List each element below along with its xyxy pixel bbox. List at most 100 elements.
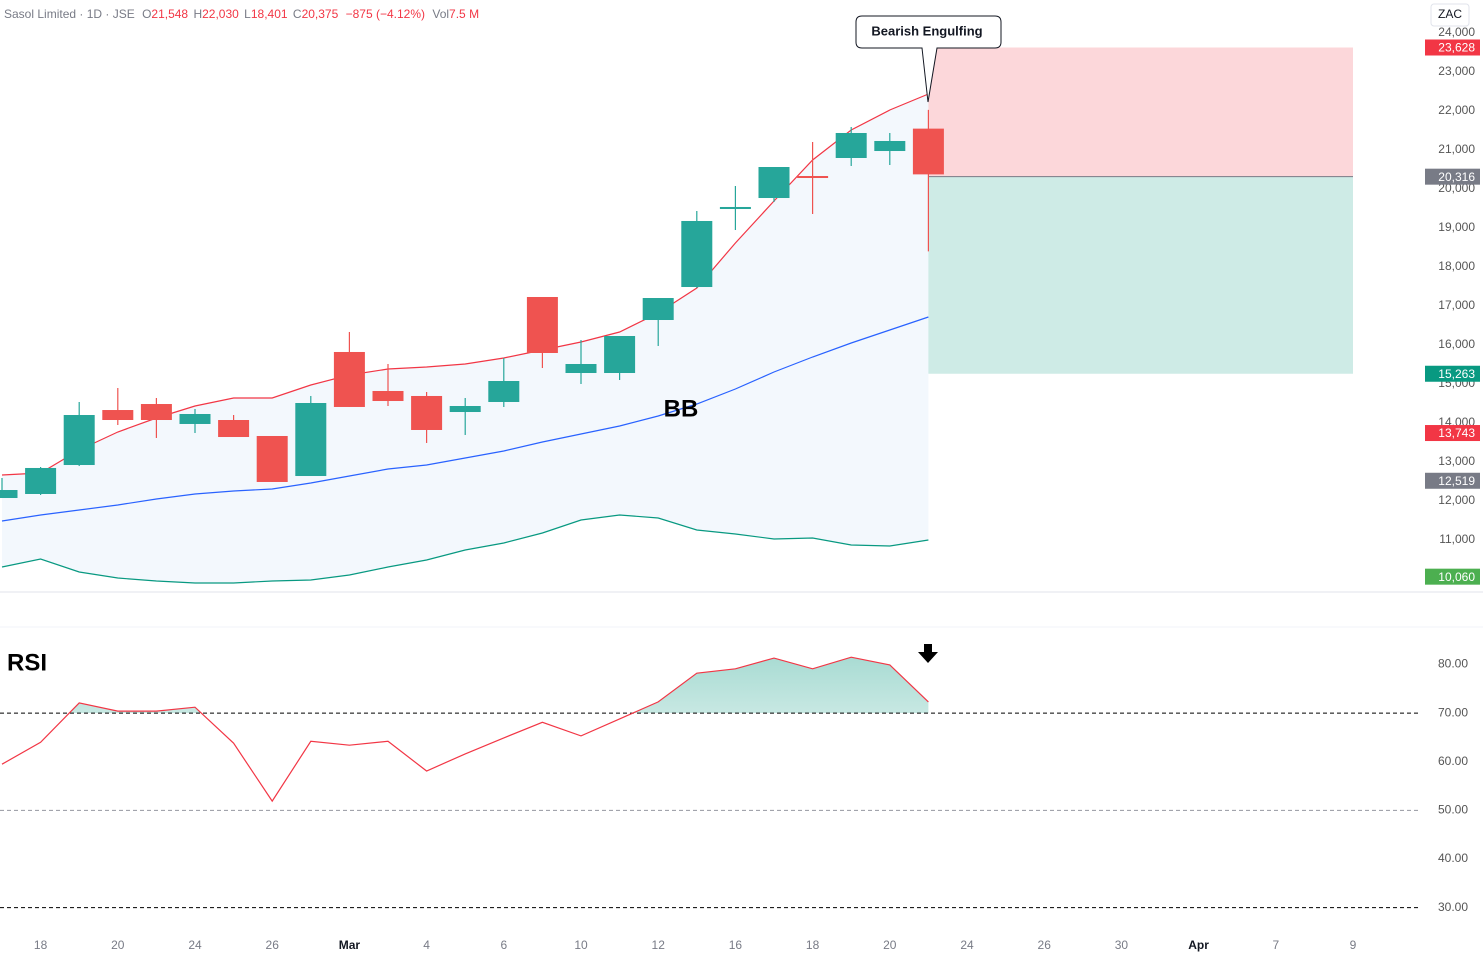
price-label: 15,263: [1438, 367, 1475, 381]
rsi-line: [1, 656, 929, 803]
candle-body: [63, 415, 95, 466]
candle-body: [758, 167, 790, 199]
y-tick-label: 70.00: [1438, 705, 1468, 719]
y-tick-label: 60.00: [1438, 754, 1468, 768]
stop-zone: [928, 47, 1353, 177]
x-tick-label: 26: [266, 938, 280, 952]
candle-body: [681, 220, 713, 288]
y-tick-label: 40.00: [1438, 851, 1468, 865]
price-label-box: [1425, 365, 1480, 382]
price-label-box: [1425, 568, 1480, 585]
candle-body: [835, 132, 867, 158]
price-label: 23,628: [1438, 41, 1475, 55]
candle-body: [874, 140, 906, 152]
candle-body: [372, 390, 404, 402]
y-tick-label: 13,000: [1438, 454, 1475, 468]
ohlc-value: 18,401: [251, 7, 288, 21]
y-tick-label: 50.00: [1438, 803, 1468, 817]
x-tick-label: 30: [1115, 938, 1129, 952]
x-tick-label: 24: [960, 938, 974, 952]
x-tick-label: 26: [1038, 938, 1052, 952]
ohlc-value: 22,030: [202, 7, 239, 21]
candle-body: [295, 402, 327, 477]
x-tick-label: 10: [574, 938, 588, 952]
ohlc-key: C: [293, 7, 302, 21]
candle-body: [25, 467, 57, 494]
candle-body: [218, 420, 250, 438]
y-tick-label: 80.00: [1438, 657, 1468, 671]
candle-body: [256, 435, 288, 482]
candle-body: [140, 404, 172, 421]
y-tick-label: 24,000: [1438, 25, 1475, 39]
change: −875 (−4.12%): [346, 7, 425, 21]
x-tick-label: 9: [1350, 938, 1357, 952]
annotation-callout: [855, 15, 1002, 103]
y-tick-label: 16,000: [1438, 337, 1475, 351]
price-label-box: [1425, 39, 1480, 56]
y-tick-label: 23,000: [1438, 64, 1475, 78]
candle-body: [411, 395, 443, 430]
price-label: 10,060: [1438, 570, 1475, 584]
target-zone: [928, 176, 1353, 374]
candle-body: [488, 381, 520, 402]
y-tick-label: 17,000: [1438, 298, 1475, 312]
candle-body: [333, 351, 365, 407]
price-label-box: [1425, 472, 1480, 489]
currency[interactable]: ZAC: [1438, 7, 1462, 21]
symbol: Sasol Limited · 1D · JSE: [4, 7, 135, 21]
header: Sasol Limited · 1D · JSE O21,548 H22,030…: [4, 7, 479, 21]
price-panel: [0, 47, 1353, 584]
axes: 11,00012,00013,00014,00015,00016,00017,0…: [34, 25, 1480, 952]
y-tick-label: 12,000: [1438, 493, 1475, 507]
y-tick-label: 22,000: [1438, 103, 1475, 117]
y-tick-label: 30.00: [1438, 900, 1468, 914]
ohlc-key: O: [142, 7, 151, 21]
volume-key: Vol: [432, 7, 449, 21]
down-arrow: [918, 644, 938, 663]
price-label: 20,316: [1438, 170, 1475, 184]
candle-body: [565, 363, 597, 374]
rsi-panel: [0, 656, 1420, 909]
x-tick-label: 18: [806, 938, 820, 952]
x-tick-label: 20: [111, 938, 125, 952]
price-label: 12,519: [1438, 474, 1475, 488]
candle-body: [449, 406, 481, 413]
x-tick-label: 24: [188, 938, 202, 952]
currency-box[interactable]: [1430, 3, 1470, 27]
candle-body: [526, 296, 558, 354]
x-tick-label: 7: [1272, 938, 1279, 952]
price-label: 13,743: [1438, 426, 1475, 440]
candle-body: [912, 128, 944, 175]
band-middle: [1, 316, 929, 522]
y-tick-label: 21,000: [1438, 142, 1475, 156]
x-tick-label: 16: [729, 938, 743, 952]
x-tick-label: 20: [883, 938, 897, 952]
y-tick-label: 19,000: [1438, 220, 1475, 234]
x-tick-label: 6: [500, 938, 507, 952]
price-label-box: [1425, 425, 1480, 442]
candle-body: [719, 206, 751, 210]
price-label-box: [1425, 168, 1480, 185]
overbought-fill: [2, 657, 929, 714]
candle-body: [102, 410, 134, 421]
x-tick-label: 4: [423, 938, 430, 952]
candle-body: [797, 176, 829, 179]
candle-body: [642, 298, 674, 321]
ohlc-value: 21,548: [151, 7, 188, 21]
band-fill: [2, 93, 929, 583]
candle-body: [604, 335, 636, 374]
ohlc-value: 20,375: [302, 7, 339, 21]
annotation: Bearish Engulfing: [871, 23, 982, 38]
band-label: BB: [664, 395, 699, 422]
band-lower: [1, 514, 929, 584]
y-tick-label: 11,000: [1439, 532, 1475, 546]
x-tick-label: Apr: [1188, 938, 1209, 952]
volume: 7.5 M: [449, 7, 479, 21]
candle-body: [0, 490, 18, 499]
x-tick-label: 18: [34, 938, 48, 952]
x-tick-label: 12: [652, 938, 666, 952]
x-tick-label: Mar: [339, 938, 361, 952]
ohlc-key: L: [244, 7, 251, 21]
